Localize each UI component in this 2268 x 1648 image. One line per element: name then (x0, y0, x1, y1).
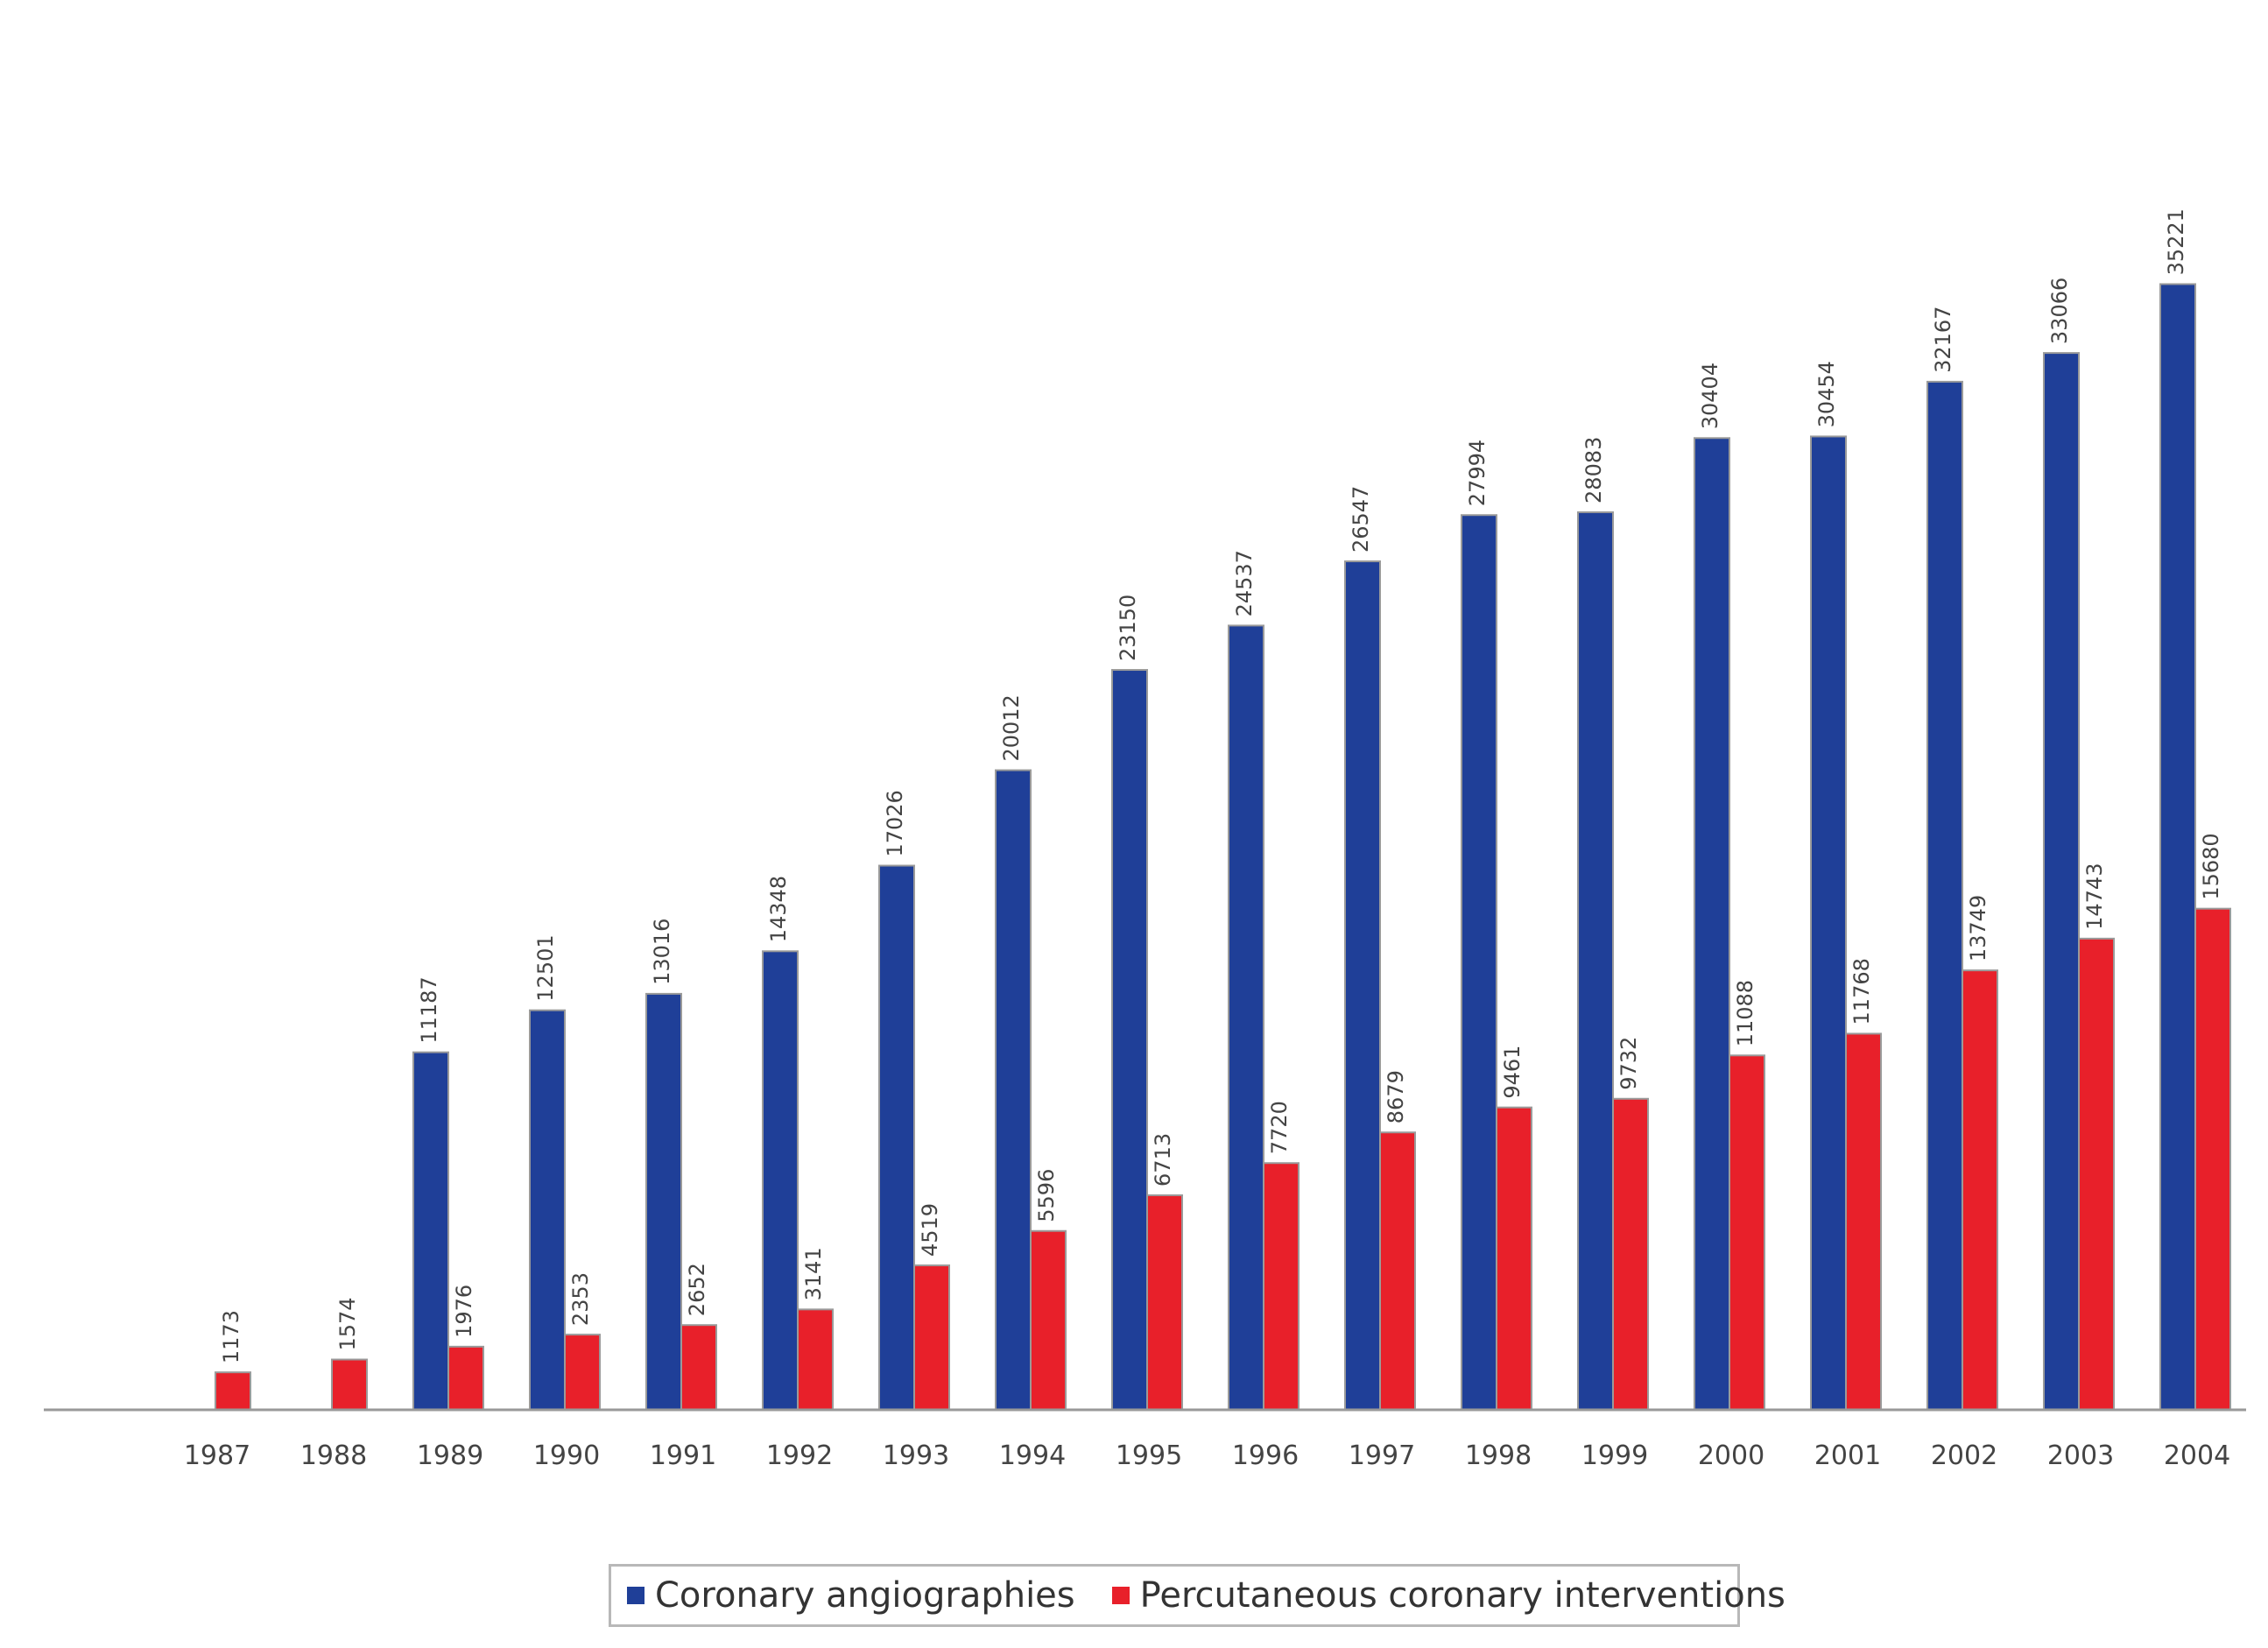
value-label-angiographies-2004: 35221 (2164, 208, 2188, 275)
value-label-interventions-1987: 1173 (219, 1310, 243, 1363)
bar-interventions-1994 (1030, 1229, 1067, 1411)
bar-interventions-2001 (1845, 1032, 1882, 1412)
value-label-interventions-1994: 5596 (1034, 1169, 1059, 1222)
legend: Coronary angiographies Percutaneous coro… (609, 1564, 1786, 1627)
bar-interventions-2004 (2194, 907, 2231, 1412)
x-tick-label-1995: 1995 (1116, 1440, 1182, 1471)
value-label-angiographies-1998: 27994 (1465, 440, 1490, 506)
bar-angiographies-1995 (1111, 669, 1148, 1411)
value-label-interventions-2003: 14743 (2082, 863, 2107, 930)
value-label-angiographies-1991: 13016 (650, 919, 674, 985)
x-tick-label-1993: 1993 (883, 1440, 949, 1471)
value-label-interventions-1990: 2353 (568, 1272, 593, 1326)
bar-angiographies-1993 (878, 864, 915, 1411)
bar-angiographies-2000 (1694, 437, 1730, 1411)
value-label-interventions-2004: 15680 (2199, 833, 2223, 899)
value-label-interventions-1988: 1574 (335, 1297, 360, 1350)
value-label-interventions-1997: 8679 (1384, 1070, 1408, 1123)
x-tick-label-2003: 2003 (2047, 1440, 2114, 1471)
value-label-angiographies-1992: 14348 (766, 876, 791, 942)
bar-angiographies-2004 (2159, 283, 2196, 1412)
x-tick-label-1996: 1996 (1232, 1440, 1299, 1471)
x-tick-label-1991: 1991 (650, 1440, 716, 1471)
x-tick-label-2004: 2004 (2164, 1440, 2230, 1471)
value-label-interventions-1989: 1976 (452, 1285, 476, 1338)
bar-interventions-1990 (564, 1334, 601, 1411)
x-tick-label-1992: 1992 (766, 1440, 833, 1471)
value-label-interventions-1992: 3141 (801, 1247, 826, 1300)
x-tick-labels-layer: 1987 1988 1989 1990 1991 1992 1993 1994 1995 1996… (184, 1440, 2230, 1471)
bar-interventions-1997 (1379, 1131, 1416, 1412)
x-tick-label-2002: 2002 (1931, 1440, 1997, 1471)
value-label-angiographies-2001: 30454 (1814, 361, 1839, 427)
value-label-angiographies-1993: 17026 (883, 790, 907, 856)
value-label-interventions-2000: 11088 (1733, 980, 1757, 1046)
value-label-angiographies-1994: 20012 (999, 694, 1024, 761)
x-tick-label-1998: 1998 (1465, 1440, 1532, 1471)
bar-angiographies-2003 (2043, 352, 2080, 1412)
bar-angiographies-1994 (995, 769, 1032, 1411)
value-label-angiographies-2000: 30404 (1698, 363, 1722, 429)
legend-item-angiographies: Coronary angiographies (627, 1575, 1075, 1616)
legend-label-angiographies: Coronary angiographies (655, 1575, 1075, 1616)
bar-interventions-1998 (1496, 1106, 1532, 1411)
x-tick-label-1994: 1994 (999, 1440, 1066, 1471)
value-label-angiographies-1996: 24537 (1232, 550, 1257, 616)
value-label-angiographies-1990: 12501 (533, 934, 558, 1001)
bar-angiographies-1990 (529, 1009, 566, 1411)
value-label-angiographies-1995: 23150 (1116, 595, 1140, 661)
bar-angiographies-1998 (1461, 514, 1497, 1411)
value-label-angiographies-2003: 33066 (2047, 278, 2072, 344)
bar-angiographies-2002 (1926, 380, 1963, 1411)
value-label-interventions-1996: 7720 (1267, 1101, 1292, 1154)
value-labels-layer: 1173 1574 11187 1976 12501 2353 13016 2652 14348… (219, 208, 2223, 1363)
bar-angiographies-1997 (1344, 560, 1381, 1411)
bar-interventions-2000 (1729, 1054, 1765, 1411)
bar-angiographies-1999 (1577, 511, 1614, 1412)
x-tick-label-2001: 2001 (1814, 1440, 1881, 1471)
value-label-interventions-2002: 13749 (1966, 895, 1990, 961)
value-label-interventions-1995: 6713 (1151, 1133, 1175, 1187)
bar-angiographies-1991 (645, 992, 682, 1412)
bar-interventions-1989 (447, 1345, 484, 1411)
legend-item-interventions: Percutaneous coronary interventions (1111, 1575, 1786, 1616)
bar-interventions-1995 (1146, 1194, 1183, 1411)
x-tick-label-1987: 1987 (184, 1440, 250, 1471)
x-tick-label-1997: 1997 (1349, 1440, 1415, 1471)
legend-swatch-angiographies (627, 1587, 644, 1604)
bars-layer (215, 283, 2231, 1412)
value-label-interventions-1998: 9461 (1500, 1046, 1525, 1099)
value-label-angiographies-1997: 26547 (1349, 486, 1373, 553)
bar-angiographies-1992 (762, 950, 799, 1411)
bar-angiographies-1996 (1228, 624, 1264, 1411)
bar-interventions-1987 (215, 1371, 251, 1412)
x-tick-label-1999: 1999 (1581, 1440, 1648, 1471)
value-label-interventions-1999: 9732 (1616, 1037, 1641, 1090)
x-tick-label-1989: 1989 (417, 1440, 483, 1471)
value-label-angiographies-1999: 28083 (1581, 437, 1606, 504)
legend-swatch-interventions (1111, 1587, 1130, 1604)
bar-interventions-1996 (1263, 1162, 1300, 1411)
bar-interventions-1993 (913, 1264, 950, 1412)
bar-interventions-2003 (2078, 937, 2115, 1411)
bar-interventions-1992 (797, 1308, 834, 1412)
x-tick-label-2000: 2000 (1698, 1440, 1764, 1471)
bar-interventions-1999 (1612, 1097, 1649, 1411)
bar-interventions-1988 (331, 1358, 368, 1411)
bar-angiographies-1989 (412, 1051, 449, 1412)
bar-interventions-1991 (680, 1324, 717, 1412)
bar-interventions-2002 (1962, 969, 1998, 1411)
value-label-interventions-1991: 2652 (685, 1263, 709, 1316)
value-label-angiographies-2002: 32167 (1931, 306, 1955, 373)
value-label-interventions-1993: 4519 (918, 1203, 942, 1257)
x-tick-label-1990: 1990 (533, 1440, 600, 1471)
x-tick-label-1988: 1988 (300, 1440, 367, 1471)
value-label-angiographies-1989: 11187 (417, 976, 441, 1043)
legend-label-interventions: Percutaneous coronary interventions (1139, 1575, 1786, 1616)
value-label-interventions-2001: 11768 (1849, 958, 1874, 1025)
bar-angiographies-2001 (1810, 435, 1847, 1412)
